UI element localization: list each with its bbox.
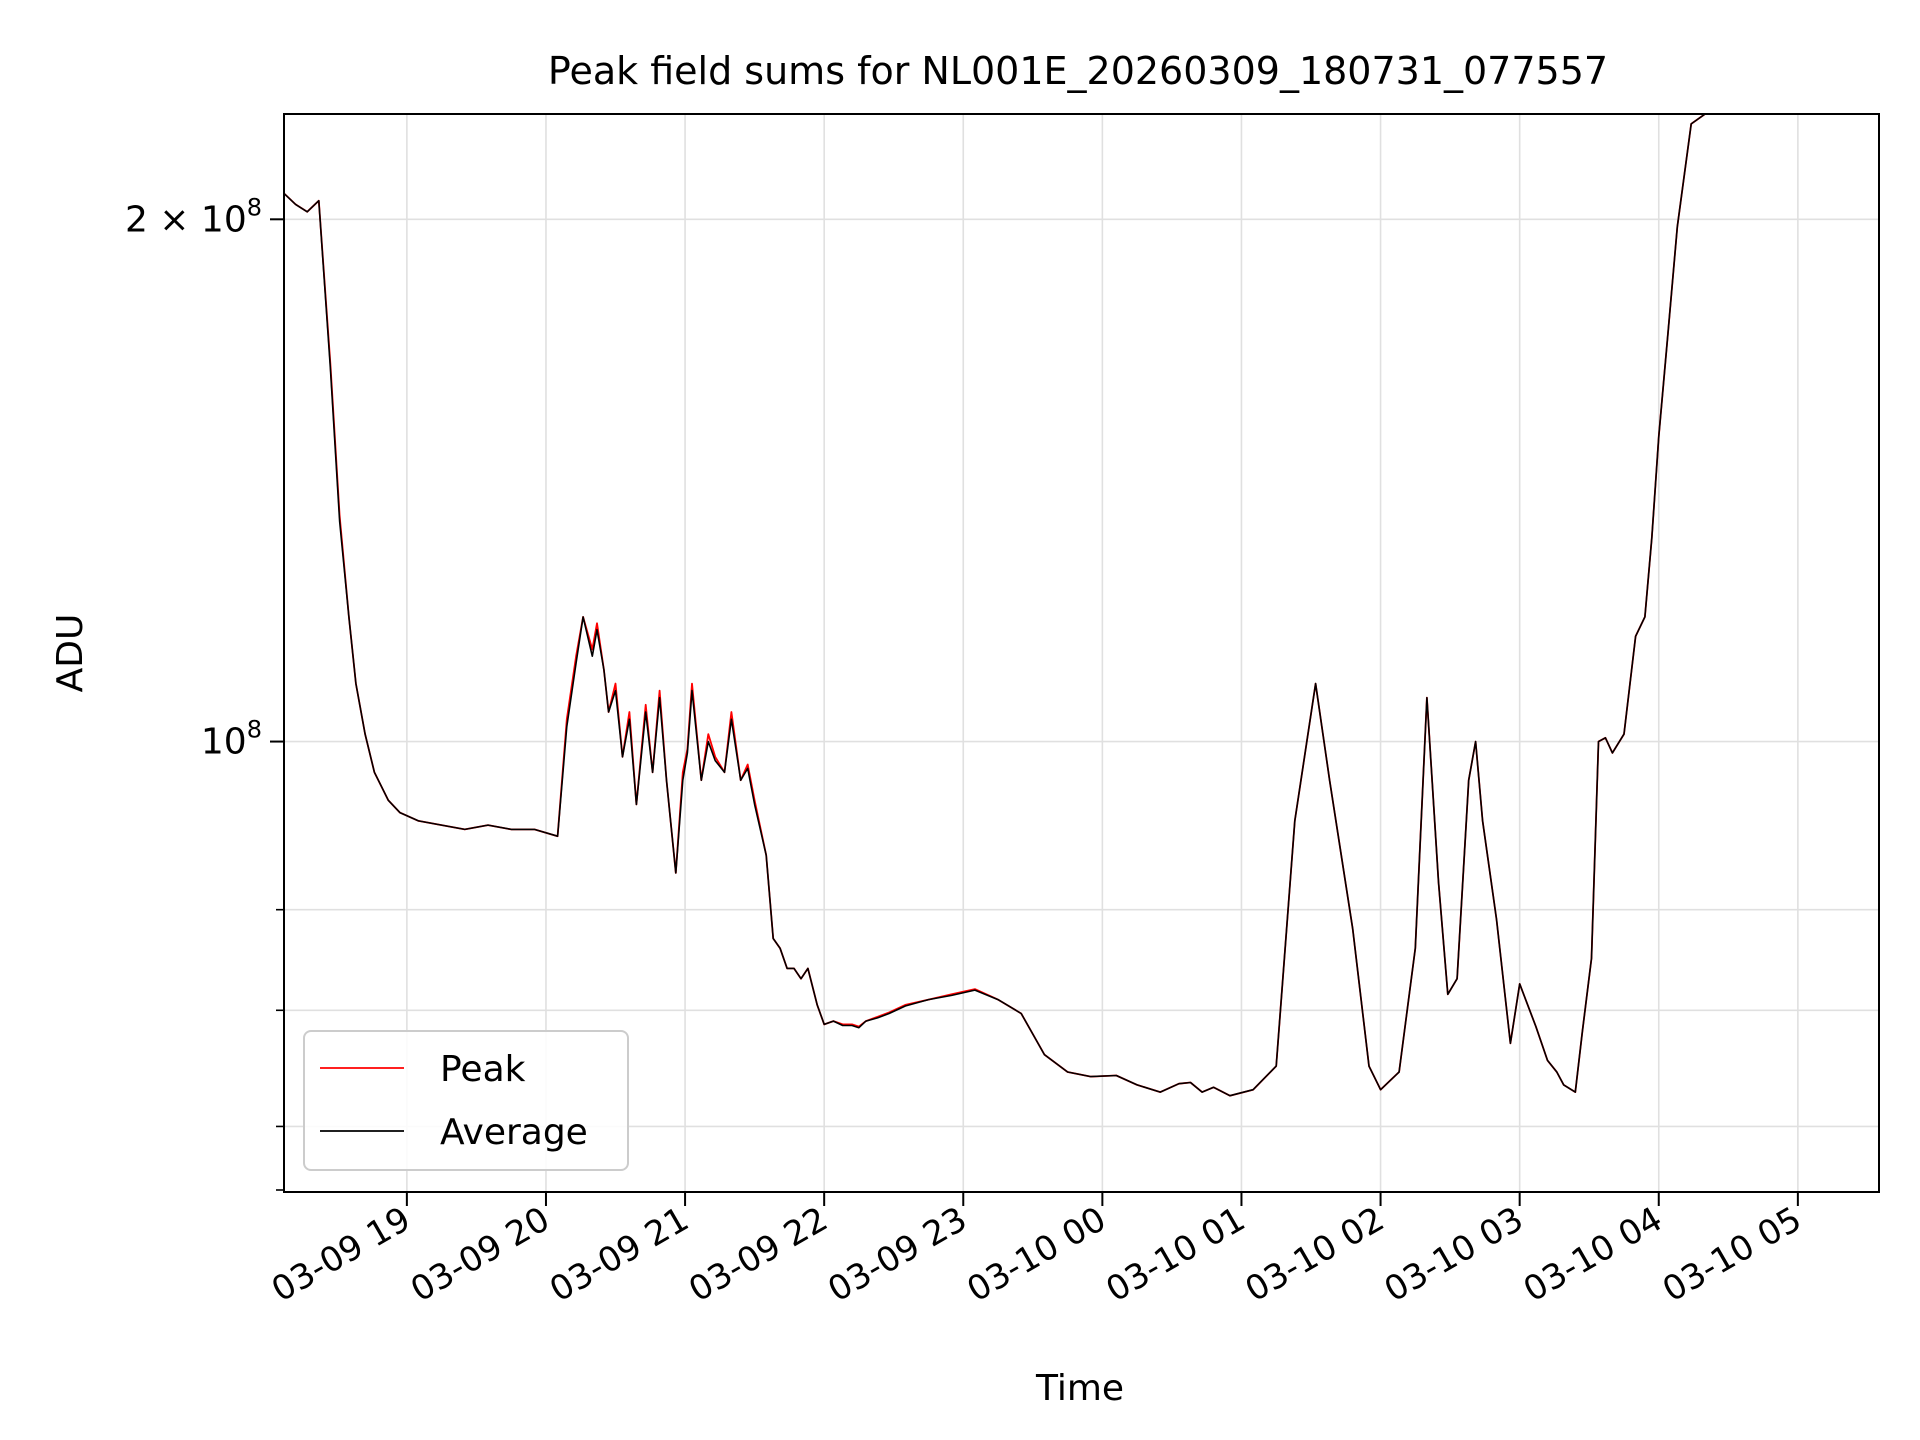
y-tick-label: 2 × 108 (125, 193, 262, 240)
x-axis-label: Time (1035, 1368, 1124, 1409)
legend-label-peak: Peak (440, 1049, 526, 1090)
y-tick-label: 108 (201, 716, 262, 763)
series-lines (283, 113, 1706, 1097)
legend-box (303, 1030, 629, 1171)
legend: Peak Average (303, 1030, 629, 1171)
y-axis-label: ADU (50, 614, 91, 693)
legend-label-average: Average (440, 1112, 588, 1153)
series-line-average (283, 113, 1706, 1097)
plot-area-frame (283, 113, 1880, 1193)
chart-title: Peak field sums for NL001E_20260309_1807… (548, 49, 1608, 93)
gridlines (284, 114, 1879, 1192)
